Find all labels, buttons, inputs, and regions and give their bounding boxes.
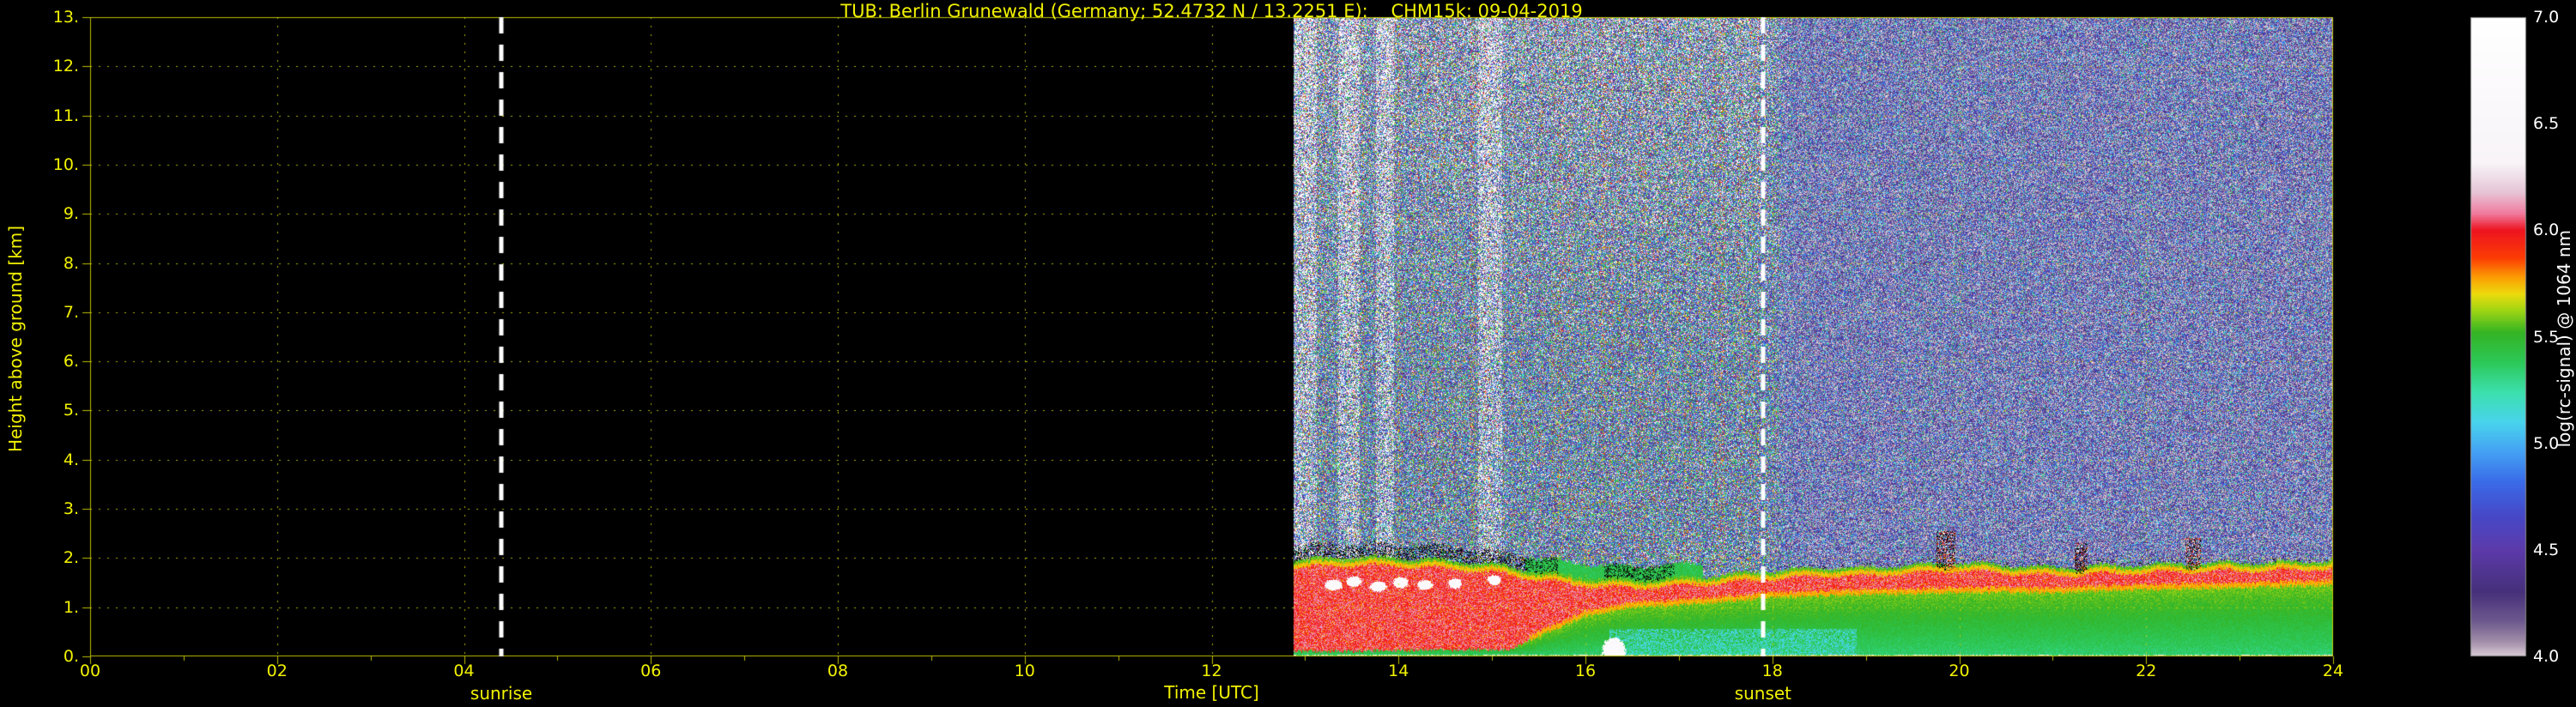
sunset-label: sunset xyxy=(1734,683,1792,704)
y-tick-label-1: 1. xyxy=(63,597,79,617)
colorbar-label: log(rc-signal) @ 1064 nm xyxy=(2554,230,2574,448)
y-tick-label-3: 3. xyxy=(63,499,79,519)
colorbar-tick-label-5.0: 5.0 xyxy=(2533,433,2560,453)
colorbar-label-wrap: log(rc-signal) @ 1064 nm xyxy=(2554,0,2574,678)
y-tick-label-12: 12. xyxy=(52,57,79,76)
x-tick-label-02: 02 xyxy=(266,662,288,680)
x-tick-label-18: 18 xyxy=(1761,662,1783,680)
plot-title: TUB: Berlin Grunewald (Germany; 52.4732 … xyxy=(840,1,1583,21)
x-tick-label-08: 08 xyxy=(827,662,849,680)
colorbar-tick-label-4.0: 4.0 xyxy=(2533,647,2560,666)
x-tick-label-10: 10 xyxy=(1014,662,1035,680)
x-tick-label-22: 22 xyxy=(2136,662,2157,680)
x-tick-label-12: 12 xyxy=(1201,662,1222,680)
y-tick-label-11: 11. xyxy=(52,106,79,125)
x-axis-label: Time [UTC] xyxy=(1164,682,1259,703)
colorbar-tick-label-6.0: 6.0 xyxy=(2533,221,2560,240)
colorbar-tick-label-6.5: 6.5 xyxy=(2533,114,2560,134)
y-tick-label-0: 0. xyxy=(63,647,79,666)
sunrise-label: sunrise xyxy=(470,683,533,704)
y-axis-label-wrap: Height above ground [km] xyxy=(5,0,26,678)
x-tick-label-04: 04 xyxy=(453,662,475,680)
x-tick-label-06: 06 xyxy=(640,662,662,680)
x-tick-label-20: 20 xyxy=(1949,662,1970,680)
y-tick-label-8: 8. xyxy=(63,253,79,273)
y-tick-label-5: 5. xyxy=(63,401,79,420)
y-tick-label-13: 13. xyxy=(52,8,79,27)
y-tick-label-6: 6. xyxy=(63,352,79,372)
y-tick-label-2: 2. xyxy=(63,548,79,568)
colorbar-tick-label-7.0: 7.0 xyxy=(2533,8,2560,27)
x-tick-label-16: 16 xyxy=(1574,662,1597,680)
x-tick-label-00: 00 xyxy=(79,662,101,680)
x-tick-label-24: 24 xyxy=(2322,662,2344,680)
x-tick-label-14: 14 xyxy=(1388,662,1409,680)
y-tick-label-7: 7. xyxy=(63,302,79,322)
y-tick-label-4: 4. xyxy=(63,450,79,469)
colorbar-tick-label-4.5: 4.5 xyxy=(2533,540,2560,559)
y-tick-label-9: 9. xyxy=(63,204,79,224)
y-tick-label-10: 10. xyxy=(52,154,79,174)
colorbar-tick-label-5.5: 5.5 xyxy=(2533,327,2560,347)
